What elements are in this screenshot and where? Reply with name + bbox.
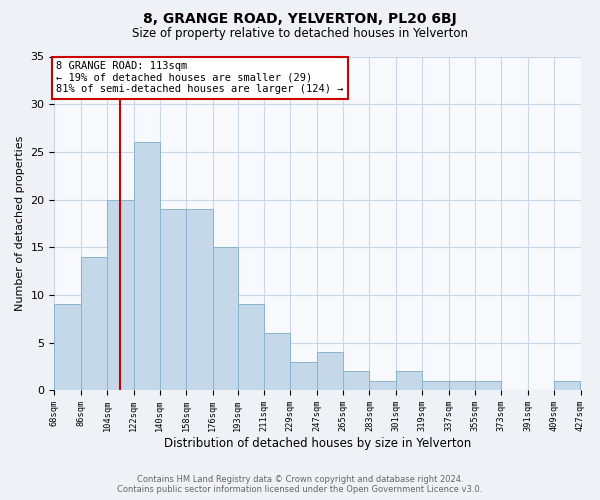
X-axis label: Distribution of detached houses by size in Yelverton: Distribution of detached houses by size …	[164, 437, 471, 450]
Bar	[212, 247, 238, 390]
Text: 8 GRANGE ROAD: 113sqm
← 19% of detached houses are smaller (29)
81% of semi-deta: 8 GRANGE ROAD: 113sqm ← 19% of detached …	[56, 62, 343, 94]
Bar	[475, 380, 502, 390]
Bar	[317, 352, 343, 390]
Bar	[370, 380, 396, 390]
Bar	[81, 256, 107, 390]
Bar	[290, 362, 317, 390]
Text: 8, GRANGE ROAD, YELVERTON, PL20 6BJ: 8, GRANGE ROAD, YELVERTON, PL20 6BJ	[143, 12, 457, 26]
Bar	[343, 371, 370, 390]
Bar	[160, 209, 186, 390]
Text: Size of property relative to detached houses in Yelverton: Size of property relative to detached ho…	[132, 28, 468, 40]
Y-axis label: Number of detached properties: Number of detached properties	[15, 136, 25, 311]
Bar	[554, 380, 580, 390]
Bar	[422, 380, 449, 390]
Bar	[107, 200, 134, 390]
Bar	[238, 304, 264, 390]
Bar	[134, 142, 160, 390]
Bar	[55, 304, 81, 390]
Bar	[449, 380, 475, 390]
Text: Contains HM Land Registry data © Crown copyright and database right 2024.
Contai: Contains HM Land Registry data © Crown c…	[118, 474, 482, 494]
Bar	[396, 371, 422, 390]
Bar	[186, 209, 212, 390]
Bar	[264, 333, 290, 390]
